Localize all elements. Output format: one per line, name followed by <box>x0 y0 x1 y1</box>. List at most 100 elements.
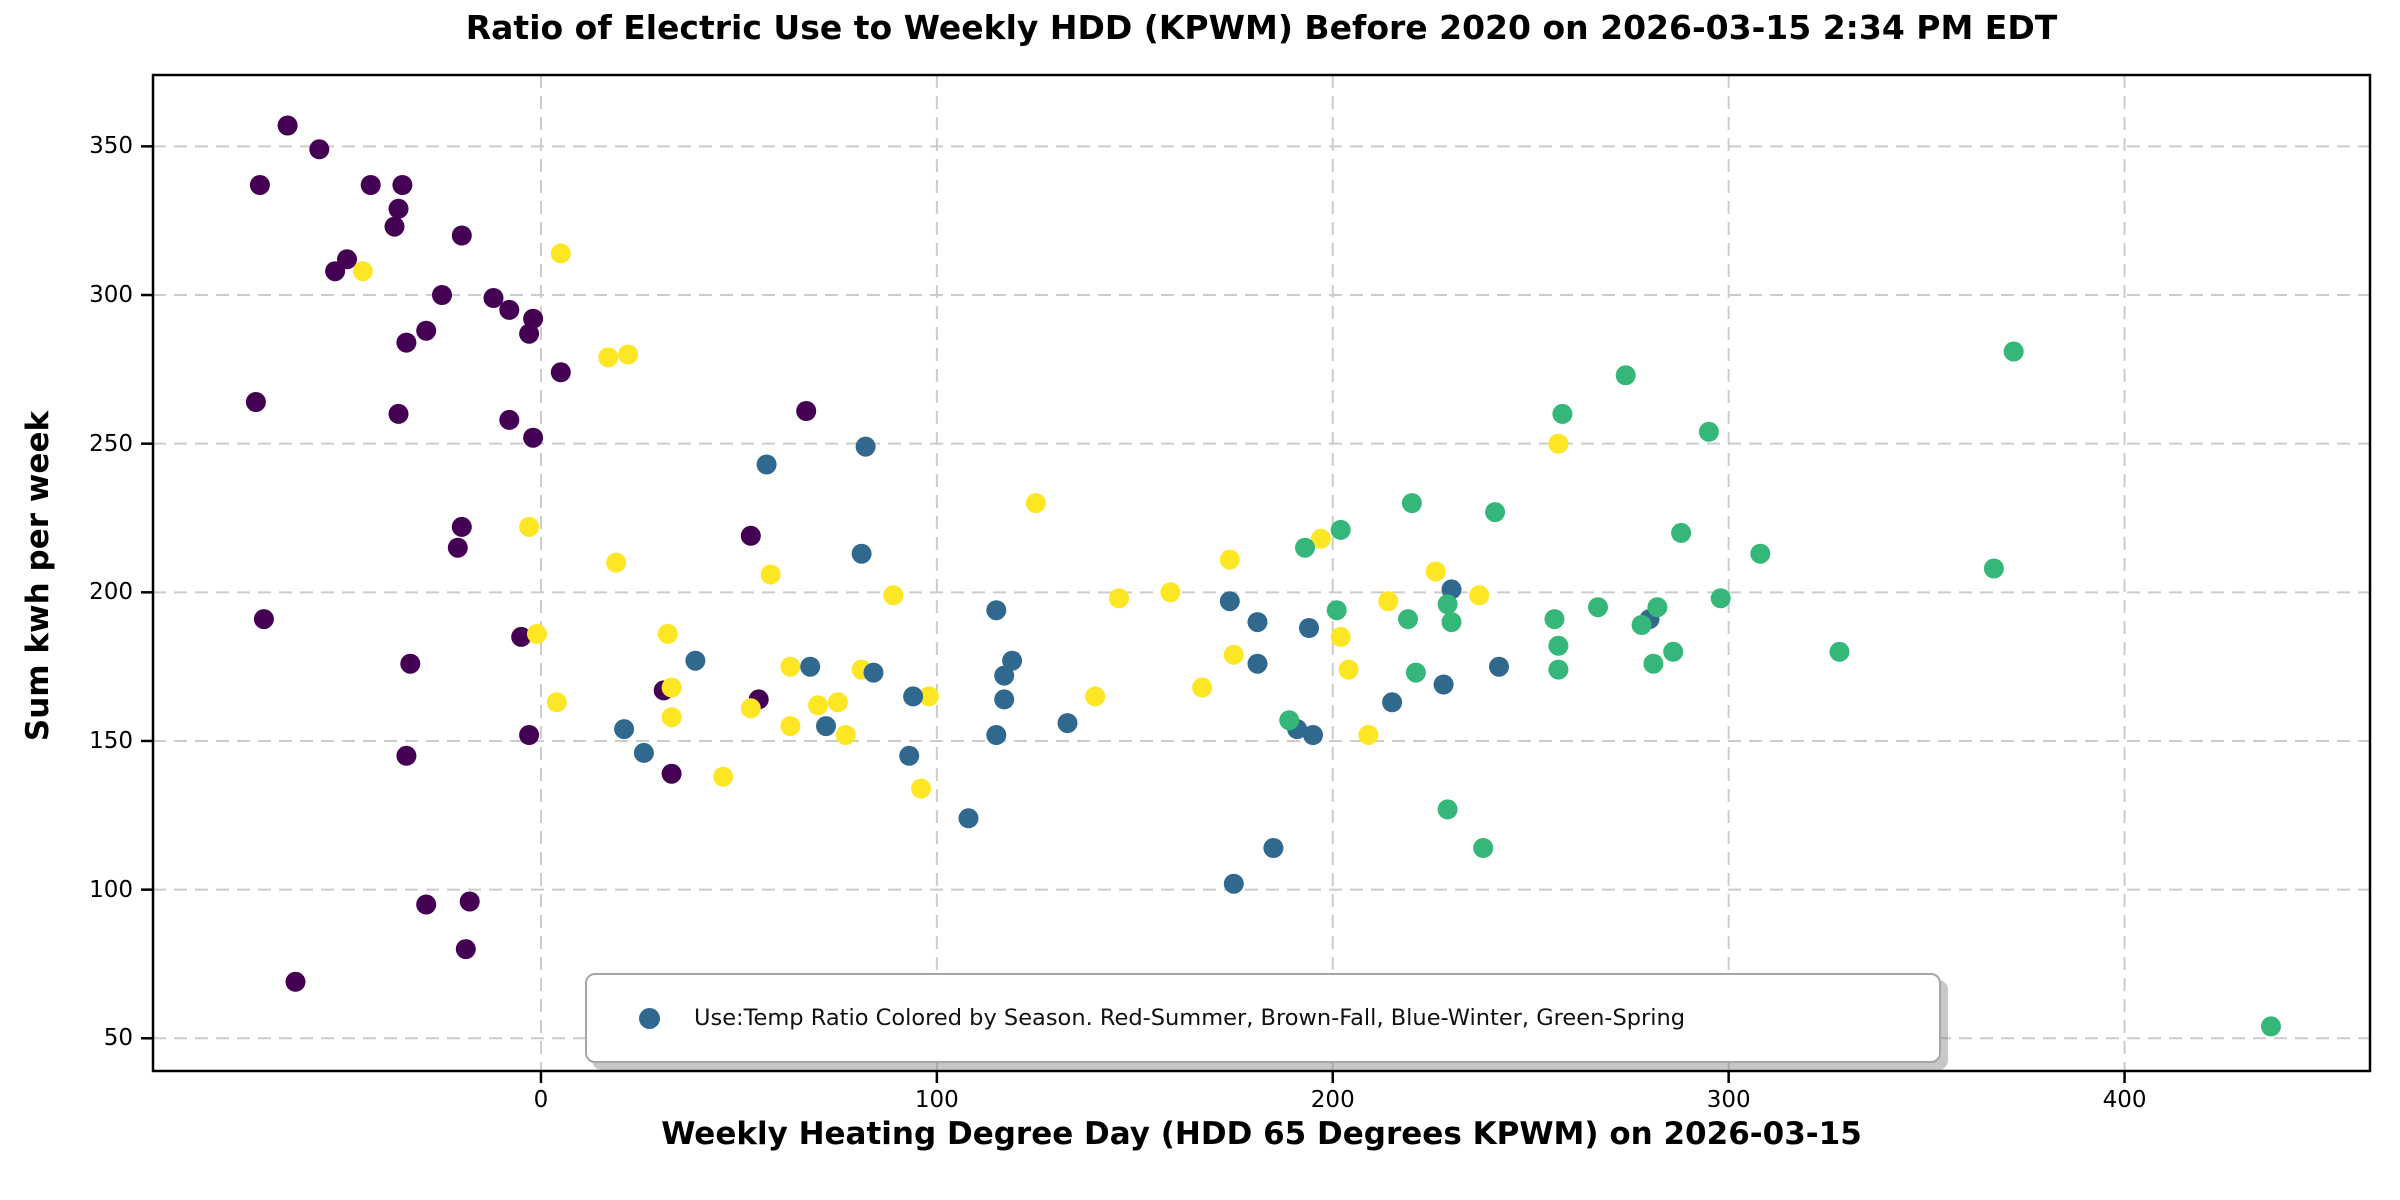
scatter-point-winter <box>816 716 836 737</box>
scatter-point-spring <box>1631 615 1652 635</box>
scatter-point-winter <box>1382 692 1403 713</box>
scatter-point-fall <box>519 725 540 745</box>
scatter-point-spring <box>1405 662 1426 683</box>
scatter-point-fall <box>360 175 381 195</box>
scatter-point-fall <box>325 261 346 282</box>
scatter-point-summer <box>827 692 848 713</box>
scatter-point-winter <box>899 745 920 766</box>
scatter-point-winter <box>1299 618 1319 638</box>
scatter-point-summer <box>808 695 829 716</box>
scatter-point-spring <box>1437 594 1458 615</box>
scatter-point-fall <box>740 525 761 546</box>
scatter-point-winter <box>1247 653 1268 674</box>
scatter-point-winter <box>855 436 876 457</box>
scatter-point-spring <box>1473 838 1494 858</box>
scatter-point-summer <box>598 347 619 368</box>
scatter-point-fall <box>796 401 817 421</box>
scatter-point-fall <box>309 139 330 160</box>
scatter-point-winter <box>614 719 635 740</box>
scatter-point-summer <box>661 707 682 728</box>
scatter-point-winter <box>633 742 654 763</box>
scatter-point-summer <box>740 698 761 719</box>
scatter-point-summer <box>546 692 567 713</box>
scatter-point-summer <box>1223 644 1244 665</box>
scatter-point-spring <box>1647 597 1668 618</box>
scatter-point-winter <box>863 662 884 683</box>
x-axis-title: Weekly Heating Degree Day (HDD 65 Degree… <box>661 1116 1862 1152</box>
x-tick-label: 400 <box>2102 1087 2147 1113</box>
scatter-point-fall <box>277 115 298 136</box>
y-tick-label: 50 <box>103 1025 133 1052</box>
scatter-point-spring <box>1437 799 1458 820</box>
scatter-point-spring <box>1588 597 1608 618</box>
scatter-point-summer <box>527 623 547 644</box>
scatter-point-spring <box>1485 502 1506 523</box>
scatter-point-winter <box>903 686 924 707</box>
scatter-point-winter <box>1223 873 1244 894</box>
scatter-point-summer <box>835 725 856 745</box>
scatter-point-fall <box>388 198 409 219</box>
scatter-point-fall <box>285 971 306 992</box>
scatter-point-summer <box>1025 493 1046 514</box>
scatter-point-fall <box>396 745 417 766</box>
scatter-point-spring <box>1548 635 1569 656</box>
scatter-point-spring <box>1295 537 1315 558</box>
scatter-point-summer <box>760 564 781 585</box>
scatter-point-spring <box>1330 519 1351 540</box>
x-tick-label: 100 <box>914 1087 959 1113</box>
scatter-point-spring <box>1552 403 1573 424</box>
scatter-point-fall <box>253 609 274 630</box>
scatter-point-fall <box>550 362 571 383</box>
scatter-point-fall <box>416 320 437 341</box>
scatter-point-spring <box>1326 600 1347 621</box>
scatter-point-spring <box>1398 609 1418 630</box>
scatter-point-summer <box>911 778 931 799</box>
scatter-point-fall <box>432 285 452 305</box>
scatter-point-spring <box>1983 558 2004 579</box>
scatter-point-fall <box>416 894 437 915</box>
scatter-point-summer <box>661 677 682 698</box>
x-tick-label: 0 <box>533 1087 549 1113</box>
scatter-point-summer <box>1160 582 1181 603</box>
scatter-point-winter <box>1263 838 1284 858</box>
scatter-point-winter <box>994 689 1015 710</box>
scatter-point-spring <box>1698 421 1719 442</box>
scatter-point-winter <box>1219 591 1240 612</box>
scatter-point-winter <box>1057 713 1078 734</box>
scatter-point-winter <box>1489 656 1509 677</box>
scatter-point-fall <box>388 403 409 424</box>
scatter-point-fall <box>392 175 413 195</box>
scatter-point-spring <box>1663 641 1684 662</box>
scatter-point-spring <box>1401 493 1422 514</box>
scatter-point-summer <box>1330 626 1351 647</box>
scatter-point-winter <box>1303 725 1323 745</box>
scatter-point-winter <box>994 665 1015 686</box>
scatter-point-fall <box>249 175 270 195</box>
x-tick-label: 200 <box>1310 1087 1355 1113</box>
scatter-point-fall <box>455 939 476 960</box>
scatter-point-fall <box>499 409 520 430</box>
scatter-point-spring <box>1750 543 1771 564</box>
scatter-point-winter <box>800 656 821 677</box>
y-tick-label: 300 <box>89 282 133 308</box>
scatter-point-summer <box>1358 725 1379 745</box>
scatter-point-spring <box>2003 341 2024 362</box>
scatter-point-spring <box>1441 612 1462 633</box>
scatter-point-spring <box>1829 641 1850 662</box>
scatter-point-summer <box>1548 433 1569 454</box>
scatter-point-summer <box>780 656 801 677</box>
legend: Use:Temp Ratio Colored by Season. Red-Su… <box>585 973 1941 1063</box>
scatter-point-summer <box>657 623 678 644</box>
scatter-point-summer <box>1469 585 1490 606</box>
scatter-point-summer <box>606 552 627 573</box>
scatter-point-fall <box>245 392 266 412</box>
scatter-point-summer <box>1378 591 1399 612</box>
scatter-point-summer <box>1192 677 1213 698</box>
scatter-point-spring <box>2261 1016 2281 1037</box>
y-tick-label: 100 <box>89 876 133 903</box>
y-tick-label: 250 <box>89 430 133 457</box>
scatter-point-fall <box>661 763 682 784</box>
scatter-point-fall <box>451 225 472 246</box>
scatter-point-spring <box>1544 609 1565 630</box>
